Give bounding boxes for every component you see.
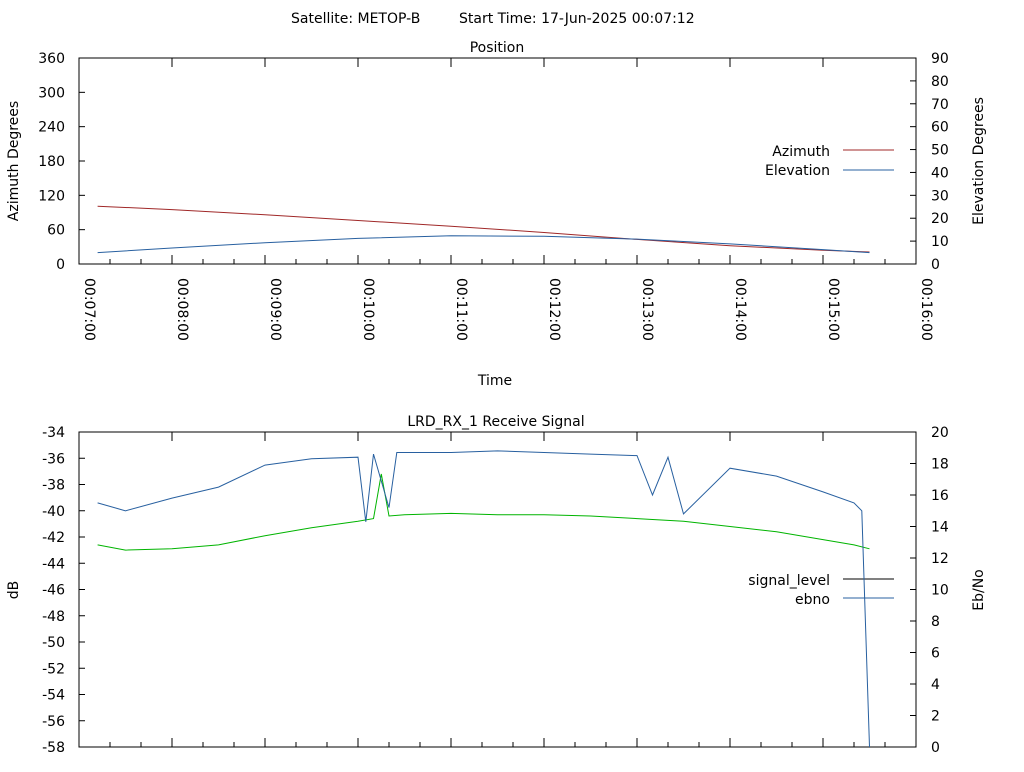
signal-left-tick-label: -48 <box>42 609 65 625</box>
position-right-tick-label: 20 <box>931 211 949 227</box>
signal-right-tick-label: 12 <box>931 551 949 567</box>
position-right-tick-label: 40 <box>931 165 949 181</box>
signal-right-tick-label: 4 <box>931 677 940 693</box>
signal-left-tick-label: -36 <box>42 451 65 467</box>
satellite-label: Satellite: METOP-B <box>291 11 420 27</box>
series-line-azimuth <box>97 205 870 253</box>
signal-left-tick-label: -44 <box>42 556 65 572</box>
position-left-tick-label: 240 <box>38 120 65 136</box>
legend-elevation-label: Elevation <box>765 163 830 179</box>
position-right-tick-label: 60 <box>931 120 949 136</box>
position-x-tick-label: 00:16:00 <box>918 278 934 341</box>
legend-ebno-label: ebno <box>795 592 830 608</box>
signal-right-tick-label: 8 <box>931 614 940 630</box>
position-left-tick-label: 120 <box>38 188 65 204</box>
signal-right-tick-label: 0 <box>931 740 940 756</box>
signal-left-tick-label: -42 <box>42 530 65 546</box>
signal-left-tick-label: -58 <box>42 740 65 756</box>
position-x-tick-label: 00:08:00 <box>174 278 190 341</box>
signal-left-tick-label: -38 <box>42 478 65 494</box>
signal-left-tick-label: -56 <box>42 714 65 730</box>
position-x-tick-label: 00:12:00 <box>546 278 562 341</box>
db-y-axis-label: dB <box>6 581 22 600</box>
signal-left-tick-label: -52 <box>42 661 65 677</box>
ebno-y-axis-label: Eb/No <box>971 569 987 611</box>
position-right-tick-label: 70 <box>931 97 949 113</box>
position-right-tick-label: 10 <box>931 234 949 250</box>
signal-right-tick-label: 16 <box>931 488 949 504</box>
signal-left-tick-label: -50 <box>42 635 65 651</box>
signal-left-tick-label: -46 <box>42 583 65 599</box>
start-time-label: Start Time: 17-Jun-2025 00:07:12 <box>459 11 695 27</box>
position-right-tick-label: 80 <box>931 74 949 90</box>
position-x-tick-label: 00:09:00 <box>267 278 283 341</box>
position-left-tick-label: 60 <box>47 223 65 239</box>
series-line-signal-level <box>97 473 870 551</box>
position-right-tick-label: 30 <box>931 188 949 204</box>
position-plot-frame <box>78 57 917 265</box>
signal-left-tick-label: -40 <box>42 504 65 520</box>
position-right-tick-label: 0 <box>931 257 940 273</box>
position-x-tick-label: 00:07:00 <box>81 278 97 341</box>
position-left-tick-label: 180 <box>38 154 65 170</box>
signal-left-tick-label: -34 <box>42 425 65 441</box>
legend-signal-level-label: signal_level <box>748 573 830 589</box>
signal-right-tick-label: 18 <box>931 457 949 473</box>
position-chart-title: Position <box>470 40 525 56</box>
signal-right-tick-label: 6 <box>931 646 940 662</box>
series-line-ebno <box>97 450 870 748</box>
signal-right-tick-label: 20 <box>931 425 949 441</box>
signal-right-tick-label: 14 <box>931 520 949 536</box>
position-left-tick-label: 360 <box>38 51 65 67</box>
legend-azimuth-label: Azimuth <box>772 144 830 160</box>
signal-chart-title: LRD_RX_1 Receive Signal <box>407 414 584 430</box>
position-x-tick-label: 00:15:00 <box>825 278 841 341</box>
position-right-tick-label: 50 <box>931 143 949 159</box>
series-line-elevation <box>97 235 870 254</box>
position-left-tick-label: 0 <box>56 257 65 273</box>
position-x-tick-label: 00:14:00 <box>732 278 748 341</box>
azimuth-y-axis-label: Azimuth Degrees <box>6 101 22 221</box>
position-x-tick-label: 00:13:00 <box>639 278 655 341</box>
position-x-tick-label: 00:10:00 <box>360 278 376 341</box>
position-left-tick-label: 300 <box>38 85 65 101</box>
signal-right-tick-label: 10 <box>931 583 949 599</box>
position-right-tick-label: 90 <box>931 51 949 67</box>
signal-plot-frame <box>78 431 917 748</box>
position-x-tick-label: 00:11:00 <box>453 278 469 341</box>
position-x-axis-label: Time <box>477 373 512 389</box>
signal-left-tick-label: -54 <box>42 688 65 704</box>
elevation-y-axis-label: Elevation Degrees <box>971 97 987 225</box>
signal-right-tick-label: 2 <box>931 709 940 725</box>
